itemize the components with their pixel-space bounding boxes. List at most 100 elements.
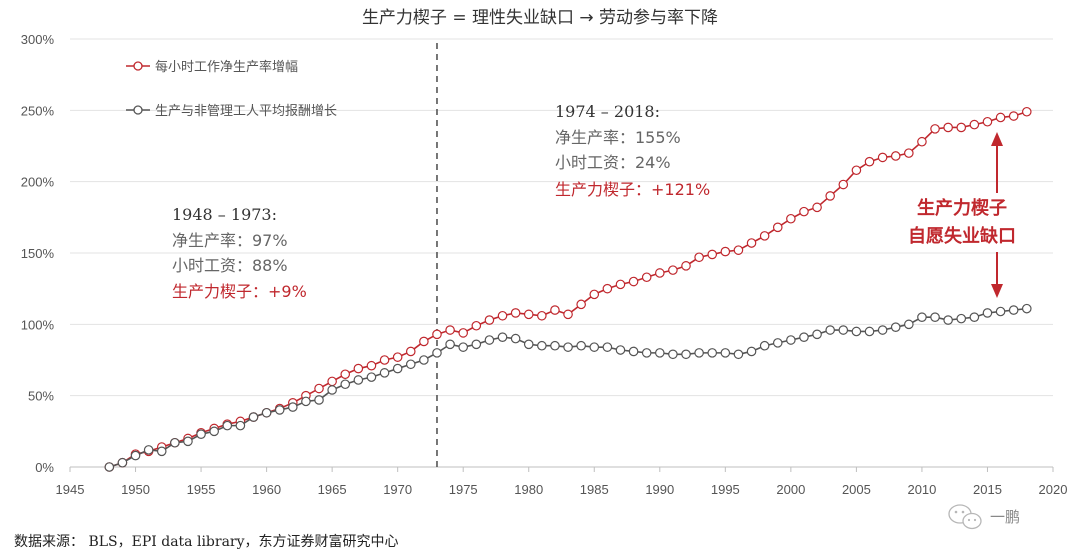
data-point <box>550 340 560 351</box>
data-point <box>615 345 626 355</box>
data-point <box>405 346 416 357</box>
data-point <box>877 325 888 335</box>
wedge-label-line1: 生产力楔子 <box>917 197 1007 219</box>
data-point <box>602 342 613 352</box>
data-point <box>314 395 324 405</box>
data-point <box>759 340 770 351</box>
data-point <box>458 328 468 338</box>
data-point <box>130 450 141 461</box>
x-tick-label: 1990 <box>645 482 674 497</box>
data-point <box>982 308 993 318</box>
data-point <box>641 272 652 283</box>
data-point <box>183 436 193 447</box>
data-point <box>759 231 770 241</box>
data-point <box>654 348 665 358</box>
data-point <box>510 308 521 318</box>
data-point <box>995 112 1006 123</box>
wedge-callout: 生产力楔子 自愿失业缺口 <box>908 132 1016 298</box>
data-point <box>392 363 403 374</box>
data-point <box>877 152 888 163</box>
data-point <box>392 352 403 362</box>
data-point <box>890 322 901 332</box>
data-point <box>917 136 927 147</box>
data-point <box>340 379 351 390</box>
data-point <box>143 445 154 455</box>
data-point <box>890 151 901 161</box>
y-tick-label: 250% <box>21 103 55 118</box>
x-tick-label: 1975 <box>449 482 478 497</box>
x-tick-label: 1970 <box>383 482 412 497</box>
data-point <box>772 338 783 348</box>
data-point <box>628 346 639 357</box>
x-tick-label: 2005 <box>842 482 871 497</box>
data-point <box>497 310 508 321</box>
x-tick-label: 2000 <box>776 482 805 497</box>
data-point <box>274 405 285 415</box>
data-point <box>366 372 377 382</box>
y-tick-label: 50% <box>28 389 54 404</box>
data-point <box>904 319 914 330</box>
x-tick-label: 1995 <box>711 482 740 497</box>
annotation-1-productivity: 净生产率：97% <box>172 231 288 250</box>
data-point <box>615 279 626 290</box>
data-point <box>812 329 822 340</box>
wedge-arrow-down-icon <box>991 284 1003 298</box>
data-point <box>838 325 849 335</box>
data-point <box>537 310 547 321</box>
data-point <box>458 342 468 352</box>
data-point <box>510 333 521 344</box>
data-point <box>156 446 167 457</box>
watermark-text: 一鹏 <box>990 508 1020 526</box>
data-point <box>222 420 233 431</box>
data-point <box>707 348 718 358</box>
chart-title: 生产力楔子 = 理性失业缺口 → 劳动参与率下降 <box>362 8 718 28</box>
data-point <box>104 462 115 472</box>
data-point <box>497 332 508 342</box>
data-point <box>261 407 272 418</box>
data-point <box>235 420 246 431</box>
data-point <box>602 283 613 294</box>
annotation-2-wage: 小时工资：24% <box>555 153 671 172</box>
data-point <box>327 385 337 395</box>
data-point <box>668 265 678 275</box>
data-point <box>864 326 875 337</box>
annotation-period-1948-1973: 1948 – 1973: 净生产率：97% 小时工资：88% 生产力楔子：+9% <box>172 205 307 301</box>
source-note: 数据来源： BLS，EPI data library，东方证券财富研究中心 <box>14 533 399 550</box>
data-point <box>930 312 940 322</box>
y-tick-label: 300% <box>21 32 55 47</box>
data-point <box>405 359 416 370</box>
x-tick-label: 1965 <box>318 482 347 497</box>
data-point <box>969 119 980 130</box>
data-point <box>445 325 455 335</box>
x-tick-label: 2015 <box>973 482 1002 497</box>
data-point <box>864 156 875 167</box>
annotation-2-head: 1974 – 2018: <box>555 102 660 121</box>
data-point <box>445 339 455 350</box>
data-point <box>772 222 783 233</box>
data-point <box>654 268 665 278</box>
data-point <box>327 376 337 387</box>
data-point <box>563 342 573 352</box>
annotation-1-wedge: 生产力楔子：+9% <box>172 282 307 301</box>
data-point <box>537 340 547 351</box>
data-point <box>799 332 809 342</box>
data-point <box>550 305 560 315</box>
grid-lines <box>70 38 1053 468</box>
data-point <box>733 245 744 255</box>
x-tick-label: 2020 <box>1039 482 1068 497</box>
series-0 <box>104 106 1032 472</box>
data-point <box>851 165 862 176</box>
data-point <box>668 349 678 360</box>
data-point <box>694 348 704 358</box>
data-point <box>1021 303 1032 314</box>
series-1 <box>104 303 1032 472</box>
annotation-2-wedge: 生产力楔子：+121% <box>555 180 710 199</box>
data-point <box>471 339 482 350</box>
data-point <box>917 312 927 322</box>
data-point <box>301 396 311 407</box>
data-point <box>379 368 390 378</box>
data-point <box>353 375 364 385</box>
data-point <box>1021 106 1032 117</box>
wedge-label-line2: 自愿失业缺口 <box>908 225 1016 247</box>
data-point <box>733 349 744 360</box>
